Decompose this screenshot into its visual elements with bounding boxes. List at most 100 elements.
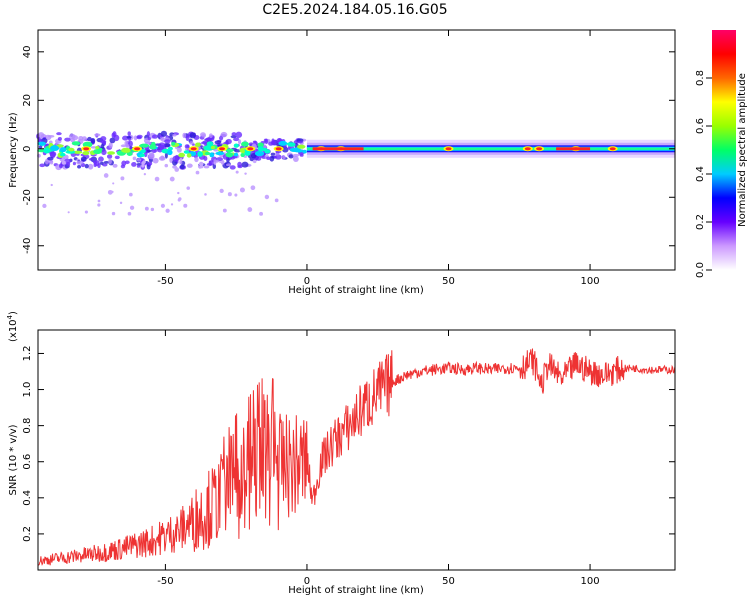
spectral-blob (206, 163, 213, 166)
spectral-speck (179, 157, 183, 161)
spectral-speck (186, 186, 190, 190)
band-core (183, 150, 190, 154)
band-core (257, 146, 264, 152)
spectral-speck (239, 187, 245, 193)
spectral-blob (152, 157, 159, 164)
spectral-blob (231, 132, 237, 136)
spectral-blob (147, 161, 153, 166)
spectral-blob (100, 140, 107, 144)
spectral-blob (203, 155, 208, 162)
spectral-speck (169, 176, 175, 182)
spectral-speck (142, 160, 146, 164)
bright-spot (83, 147, 90, 151)
spectral-speck (227, 192, 232, 197)
x-tick-label: -50 (157, 276, 173, 287)
spectral-blob (160, 130, 168, 137)
bright-spot (536, 147, 543, 151)
spectral-blob (163, 142, 171, 148)
snr-y-label: SNR (10 * v/v) (8, 424, 19, 495)
spectral-blob (87, 163, 94, 170)
spectral-blob (136, 165, 141, 168)
spectral-blob (72, 161, 77, 166)
spectral-blob (146, 149, 153, 153)
spectral-blob (252, 140, 257, 144)
spectral-blob (38, 145, 43, 149)
band-core (82, 141, 93, 148)
spectral-speck (264, 194, 270, 200)
spectral-speck (150, 207, 155, 212)
spectrogram-frame (37, 29, 676, 271)
band-core (72, 150, 83, 154)
band-core (286, 142, 296, 146)
band-core (171, 141, 176, 146)
spectrogram-x-label: Height of straight line (km) (288, 285, 424, 296)
spectral-speck (132, 156, 137, 161)
snr-line (37, 348, 676, 567)
band-core (93, 149, 102, 155)
spectral-blob (201, 134, 206, 138)
spectral-speck (274, 198, 279, 203)
spectral-speck (170, 203, 174, 206)
spectral-speck (97, 203, 101, 207)
spectral-blob (241, 161, 249, 168)
x-tick-label: -50 (157, 576, 173, 587)
band-core (71, 141, 81, 146)
spectral-speck (200, 165, 204, 169)
band-core (204, 151, 211, 156)
spectral-blob (213, 158, 217, 166)
bright-segment (556, 147, 591, 151)
spectral-blob (108, 142, 113, 149)
y-tick-label: 40 (22, 45, 33, 58)
band-core (195, 142, 201, 147)
spectral-speck (42, 203, 47, 208)
band-core (257, 142, 264, 148)
spectral-speck (222, 208, 227, 213)
band-core (82, 150, 90, 156)
band-core (296, 144, 306, 149)
snr-frame (37, 329, 676, 571)
spectral-blob (146, 131, 150, 137)
x-tick-label: 0 (304, 576, 310, 587)
spectral-blob (136, 162, 142, 166)
y-tick-label: -20 (22, 189, 33, 205)
spectral-blob (176, 147, 182, 153)
spectral-blob (172, 155, 180, 162)
bright-spot (275, 147, 282, 151)
colorbar-tick-label: 0.4 (695, 166, 706, 182)
spectral-blob (235, 131, 243, 138)
spectral-blob (112, 163, 118, 168)
spectral-blob (151, 134, 158, 139)
spectral-speck (250, 185, 256, 191)
spectral-blob (125, 143, 130, 147)
spectral-blob (145, 141, 152, 145)
spectral-blob (185, 135, 190, 142)
band-core (209, 152, 215, 158)
spectral-blob (282, 155, 286, 160)
spectral-blob (219, 135, 224, 141)
spectral-blob (94, 133, 101, 137)
snr-panel: -50 0 50 100 0.2 0.4 0.6 0.8 1.0 1.2 Height of s… (6, 311, 676, 596)
band-core (139, 143, 149, 148)
spectral-speck (160, 203, 165, 208)
band-core (121, 147, 131, 153)
spectral-speck (164, 163, 169, 168)
spectral-speck (219, 161, 222, 164)
spectral-blob (127, 131, 131, 136)
spectral-blob (113, 134, 120, 142)
spectral-blob (84, 163, 89, 169)
band-core (210, 145, 215, 150)
spectral-blob (203, 165, 210, 169)
y-tick-label: 1.2 (22, 346, 33, 362)
band-core (225, 148, 234, 153)
colorbar-tick-label: 0.0 (695, 262, 706, 278)
colorbar-tick-label: 0.6 (695, 118, 706, 134)
spectral-blob (160, 155, 165, 160)
band-core (139, 153, 145, 158)
spectral-blob (237, 161, 242, 168)
spectral-blob (220, 159, 225, 165)
spectral-speck (50, 183, 53, 187)
snr-plot-area (38, 330, 675, 570)
snr-y-ticks: 0.2 0.4 0.6 0.8 1.0 1.2 (22, 346, 675, 542)
spectral-speck (234, 193, 238, 197)
spectral-blob (158, 142, 166, 148)
